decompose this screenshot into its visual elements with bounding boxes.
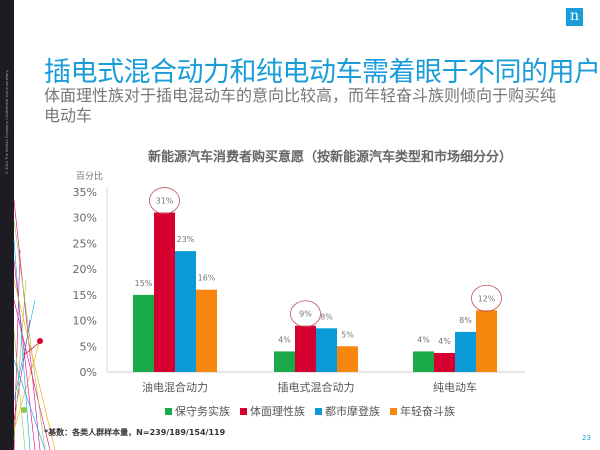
bar xyxy=(434,352,455,372)
footnote: *基数：各类人群样本量，N=239/189/154/119 xyxy=(44,428,226,437)
data-label: 9% xyxy=(299,310,312,319)
legend-item: 体面理性族 xyxy=(240,403,305,419)
chart-title: 新能源汽车消费者购买意愿（按新能源汽车类型和市场细分分） xyxy=(147,150,512,165)
y-tick-label: 30% xyxy=(73,212,97,225)
x-tick-label: 纯电动车 xyxy=(433,380,477,394)
data-label: 15% xyxy=(135,279,153,288)
bar xyxy=(295,325,316,372)
legend-label: 保守务实族 xyxy=(175,405,230,418)
bar xyxy=(133,294,154,372)
legend-item: 都市摩登族 xyxy=(315,403,380,419)
legend-label: 都市摩登族 xyxy=(325,405,380,418)
legend-item: 年轻奋斗族 xyxy=(390,403,455,419)
nielsen-logo: n xyxy=(566,8,583,26)
bar xyxy=(476,310,497,372)
legend-swatch xyxy=(165,407,172,415)
legend-label: 年轻奋斗族 xyxy=(400,405,455,418)
side-strip: © 2014 The Nielsen Company. Confidential… xyxy=(0,0,14,450)
bar xyxy=(455,331,476,372)
data-label: 12% xyxy=(478,294,496,303)
page-number: 23 xyxy=(582,434,591,442)
bar xyxy=(316,328,337,372)
data-label: 23% xyxy=(177,235,195,244)
y-tick-label: 0% xyxy=(80,366,97,379)
y-axis-label: 百分比 xyxy=(76,170,103,182)
highlight-circle xyxy=(471,284,502,312)
bar xyxy=(154,212,175,372)
data-label: 16% xyxy=(198,274,216,283)
legend-swatch xyxy=(390,407,397,415)
legend-swatch xyxy=(240,407,247,415)
y-tick-label: 5% xyxy=(80,340,97,353)
legend-label: 体面理性族 xyxy=(250,405,305,418)
data-label: 4% xyxy=(417,335,430,344)
page-title: 插电式混合动力和纯电动车需着眼于不同的用户 xyxy=(44,57,600,88)
data-label: 31% xyxy=(156,197,174,206)
legend-item: 保守务实族 xyxy=(165,403,230,419)
x-tick-label: 油电混合动力 xyxy=(142,380,208,394)
data-label: 8% xyxy=(320,312,333,321)
bar xyxy=(274,351,295,372)
data-label: 5% xyxy=(341,330,354,339)
y-tick-label: 10% xyxy=(73,315,97,328)
page-subtitle: 体面理性族对于插电混动车的意向比较高，而年轻奋斗族则倾向于购买纯电动车 xyxy=(44,86,557,125)
y-tick-label: 15% xyxy=(73,289,97,302)
bar xyxy=(337,346,358,372)
data-label: 4% xyxy=(438,337,451,346)
x-tick-label: 插电式混合动力 xyxy=(278,380,355,394)
y-tick-label: 25% xyxy=(73,237,97,250)
chart-legend: 保守务实族 体面理性族 都市摩登族 年轻奋斗族 xyxy=(165,403,455,419)
legend-swatch xyxy=(315,407,322,415)
bar xyxy=(196,289,217,372)
decorative-lines xyxy=(13,199,56,450)
bar xyxy=(175,251,196,372)
bar xyxy=(413,351,434,372)
y-tick-label: 35% xyxy=(73,186,97,199)
data-label: 8% xyxy=(459,316,472,325)
highlight-circle xyxy=(149,187,180,214)
y-tick-label: 20% xyxy=(73,263,97,276)
highlight-circle xyxy=(290,300,321,328)
data-label: 4% xyxy=(278,335,291,344)
